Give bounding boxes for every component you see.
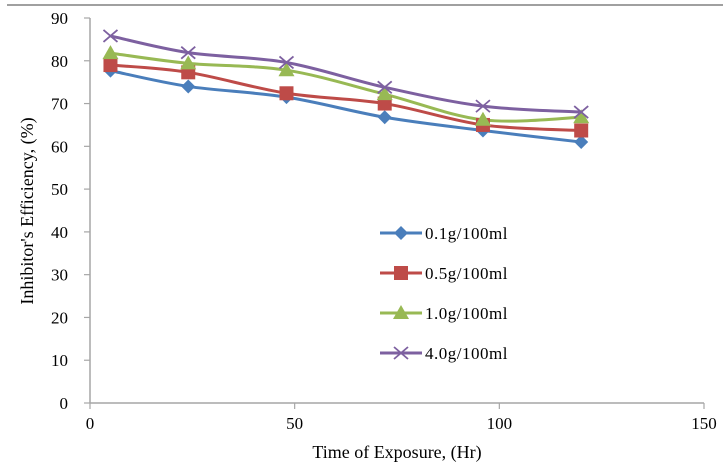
legend-marker [394, 266, 408, 280]
series-lines [110, 34, 582, 144]
data-point-0-1g-100ml [181, 79, 196, 94]
data-point-4-0g-100ml [573, 105, 589, 119]
y-tick-label: 30 [51, 266, 68, 285]
y-tick-label: 80 [51, 52, 68, 71]
x-axis-title: Time of Exposure, (Hr) [312, 442, 481, 463]
data-point-0-1g-100ml [377, 110, 392, 125]
y-tick-label: 60 [51, 137, 68, 156]
x-tick-label: 150 [691, 414, 717, 433]
y-tick-label: 50 [51, 180, 68, 199]
data-point-4-0g-100ml [278, 55, 295, 70]
legend: 0.1g/100ml 0.5g/100ml 1.0g/100ml 4.0g/100ml [380, 224, 508, 363]
data-point-1-0g-100ml [278, 62, 295, 77]
legend-item-0-1g-100ml: 0.1g/100ml [380, 224, 508, 243]
legend-marker [393, 305, 409, 319]
marker-stroke [278, 55, 295, 70]
x-tick-label: 50 [286, 414, 303, 433]
y-tick-label: 0 [60, 394, 69, 413]
legend-label: 1.0g/100ml [425, 304, 508, 323]
data-point-4-0g-100ml [377, 80, 393, 94]
marker-stroke [393, 346, 409, 360]
data-point-4-0g-100ml [102, 29, 119, 43]
data-point-1-0g-100ml [102, 45, 119, 60]
series-markers [102, 29, 590, 150]
marker-stroke [377, 80, 393, 94]
marker-stroke [573, 105, 589, 119]
legend-label: 0.5g/100ml [425, 264, 508, 283]
data-point-0-5g-100ml [103, 58, 118, 73]
axes: 0 10 20 30 40 50 60 70 80 90 0 50 100 150 [51, 9, 717, 433]
legend-marker [393, 346, 409, 360]
legend-label: 4.0g/100ml [425, 344, 508, 363]
legend-label: 0.1g/100ml [425, 224, 508, 243]
data-point-4-0g-100ml [475, 99, 491, 113]
data-point-1-0g-100ml [573, 109, 590, 124]
y-tick-label: 70 [51, 95, 68, 114]
x-tick-label: 0 [86, 414, 95, 433]
data-point-1-0g-100ml [376, 86, 393, 101]
series-line-1-0g-100ml [110, 51, 582, 123]
y-tick-label: 20 [51, 308, 68, 327]
y-tick-label: 90 [51, 9, 68, 28]
data-point-4-0g-100ml [180, 45, 196, 60]
data-point-0-5g-100ml [279, 86, 294, 101]
x-tick-label: 100 [487, 414, 513, 433]
data-point-0-1g-100ml [574, 135, 589, 150]
series-line-0-1g-100ml [110, 69, 582, 144]
y-tick-label: 40 [51, 223, 68, 242]
data-point-0-5g-100ml [574, 123, 589, 138]
data-point-1-0g-100ml [474, 111, 491, 126]
y-tick-label: 10 [51, 351, 68, 370]
marker-stroke [102, 29, 119, 43]
legend-item-0-5g-100ml: 0.5g/100ml [380, 264, 508, 283]
data-point-1-0g-100ml [180, 55, 197, 70]
y-axis-title: Inhibitor's Efficiency, (%) [17, 117, 38, 304]
legend-marker [394, 226, 408, 240]
legend-item-4-0g-100ml: 4.0g/100ml [380, 344, 508, 363]
marker-stroke [180, 45, 196, 60]
legend-item-1-0g-100ml: 1.0g/100ml [380, 304, 508, 323]
marker-stroke [475, 99, 491, 113]
